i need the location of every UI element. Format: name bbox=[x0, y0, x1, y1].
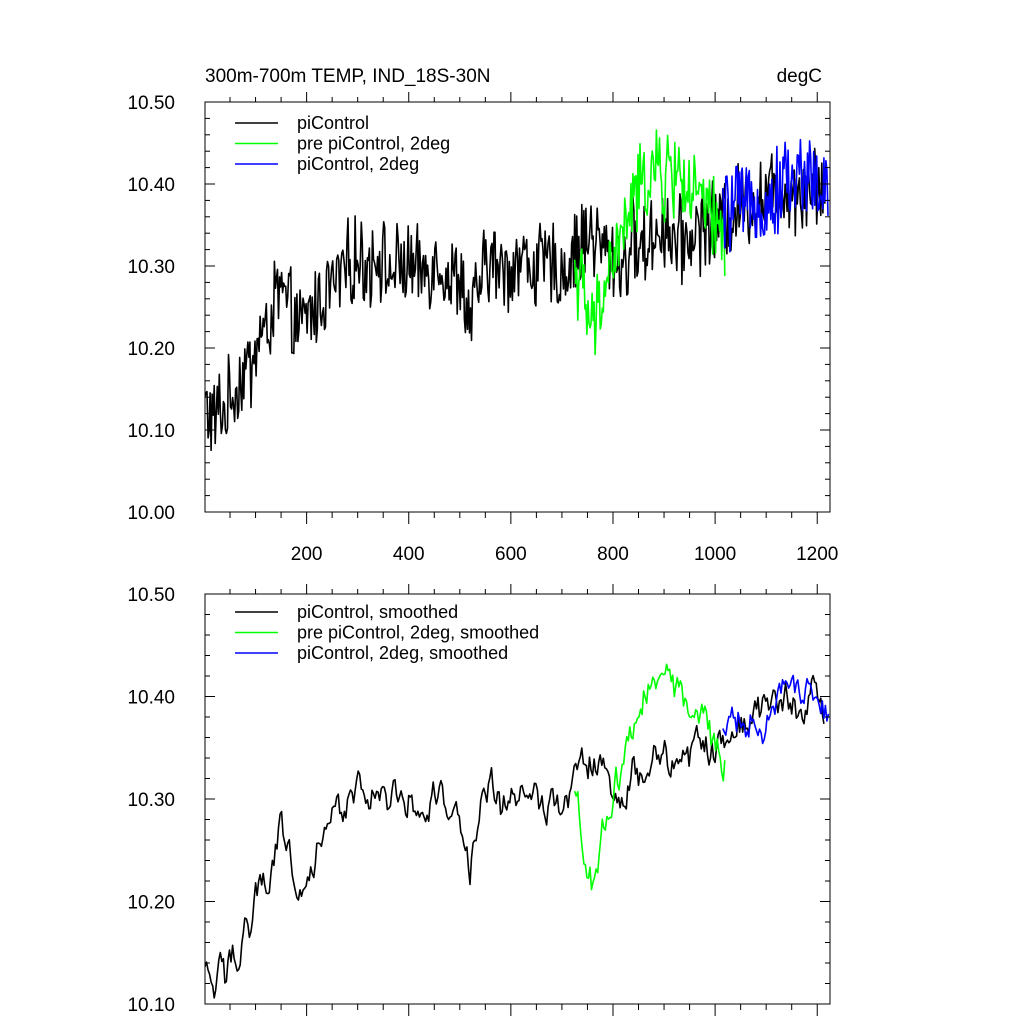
series-line-pre-picontrol-2deg bbox=[573, 129, 726, 356]
x-tick-label: 400 bbox=[393, 544, 425, 565]
y-tick-label: 10.40 bbox=[127, 175, 175, 196]
legend-label: piControl, smoothed bbox=[297, 602, 458, 622]
plot-frame bbox=[204, 101, 831, 513]
y-tick-label: 10.10 bbox=[127, 995, 175, 1016]
x-tick-label: 200 bbox=[291, 544, 323, 565]
series-line-pre-picontrol-2deg-smoothed bbox=[573, 663, 726, 891]
y-tick-label: 10.30 bbox=[127, 790, 175, 811]
y-tick-label: 10.10 bbox=[127, 421, 175, 442]
units-label: degC bbox=[777, 66, 822, 87]
y-tick-label: 10.50 bbox=[127, 93, 175, 114]
legend-label: piControl, 2deg bbox=[297, 154, 419, 174]
top-panel: 300m-700m TEMP, IND_18S-30N degC 10.00 10.1… bbox=[127, 66, 838, 565]
legend-label: pre piControl, 2deg, smoothed bbox=[297, 623, 539, 643]
x-tick-label: 800 bbox=[597, 544, 629, 565]
x-tick-label: 1000 bbox=[694, 544, 736, 565]
y-tick-label: 10.50 bbox=[127, 585, 175, 606]
y-tick-label: 10.20 bbox=[127, 339, 175, 360]
x-tick-label: 600 bbox=[495, 544, 527, 565]
series-line-picontrol-2deg-smoothed bbox=[722, 674, 830, 745]
y-tick-label: 10.40 bbox=[127, 688, 175, 709]
series-line-picontrol-2deg bbox=[722, 138, 829, 253]
y-tick-label: 10.00 bbox=[127, 503, 175, 524]
chart-title: 300m-700m TEMP, IND_18S-30N bbox=[205, 66, 490, 87]
y-tick-label: 10.30 bbox=[127, 257, 175, 278]
series-line-picontrol-smoothed bbox=[205, 674, 825, 999]
bottom-panel: 10.10 10.20 10.30 10.40 10.50 piControl, smoo… bbox=[127, 584, 831, 1016]
x-tick-label: 1200 bbox=[796, 544, 838, 565]
legend-label: piControl bbox=[297, 113, 369, 133]
y-tick-label: 10.20 bbox=[127, 893, 175, 914]
legend-label: piControl, 2deg, smoothed bbox=[297, 643, 508, 663]
legend-label: pre piControl, 2deg bbox=[297, 134, 450, 154]
